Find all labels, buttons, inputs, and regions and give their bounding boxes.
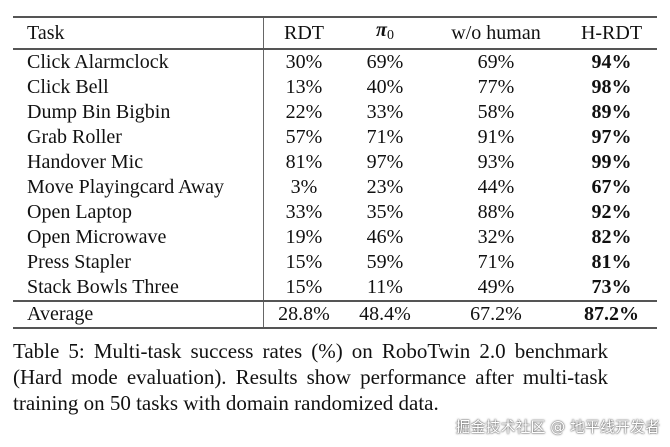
watermark: 掘金技术社区 @ 地平线开发者 xyxy=(455,418,660,436)
pi0-cell: 35% xyxy=(366,201,404,223)
pi0-cell: 71% xyxy=(366,126,404,148)
header-row: Task RDT π0 w/o human H-RDT xyxy=(13,17,657,49)
pi0-cell: 40% xyxy=(366,76,404,98)
average-row: Average 28.8% 48.4% 67.2% 87.2% xyxy=(13,301,657,328)
table-row: Handover Mic 81% 97% 93% 99% xyxy=(13,150,657,175)
table-row: Press Stapler 15% 59% 71% 81% xyxy=(13,250,657,275)
wo-human-cell: 58% xyxy=(477,101,515,123)
rdt-cell: 15% xyxy=(285,276,323,298)
rdt-cell: 81% xyxy=(285,151,323,173)
table-row: Stack Bowls Three 15% 11% 49% 73% xyxy=(13,275,657,301)
table-row: Open Microwave 19% 46% 32% 82% xyxy=(13,225,657,250)
wo-human-cell: 91% xyxy=(477,126,515,148)
hrdt-cell: 97% xyxy=(591,126,632,148)
header-task: Task xyxy=(13,17,264,49)
pi0-cell: 69% xyxy=(366,51,404,73)
pi0-cell: 48.4% xyxy=(359,303,411,325)
pi0-cell: 59% xyxy=(366,251,404,273)
rdt-cell: 15% xyxy=(285,251,323,273)
wo-human-cell: 67.2% xyxy=(470,303,522,325)
header-pi0: π0 xyxy=(344,17,426,49)
rdt-cell: 33% xyxy=(285,201,323,223)
wo-human-cell: 88% xyxy=(477,201,515,223)
results-table: Task RDT π0 w/o human H-RDT Click Alarmc… xyxy=(13,16,657,329)
task-cell: Move Playingcard Away xyxy=(13,175,264,200)
hrdt-cell: 87.2% xyxy=(584,303,639,325)
wo-human-cell: 71% xyxy=(477,251,515,273)
table-caption: Table 5: Multi-task success rates (%) on… xyxy=(13,339,608,415)
task-cell: Press Stapler xyxy=(13,250,264,275)
rdt-cell: 19% xyxy=(285,226,323,248)
pi0-cell: 11% xyxy=(367,276,403,298)
table-row: Click Bell 13% 40% 77% 98% xyxy=(13,75,657,100)
task-cell: Click Bell xyxy=(13,75,264,100)
pi0-cell: 46% xyxy=(366,226,404,248)
hrdt-cell: 89% xyxy=(591,101,632,123)
task-cell: Handover Mic xyxy=(13,150,264,175)
rdt-cell: 57% xyxy=(285,126,323,148)
rdt-cell: 28.8% xyxy=(278,303,330,325)
wo-human-cell: 69% xyxy=(477,51,515,73)
rdt-cell: 30% xyxy=(285,51,323,73)
rdt-cell: 13% xyxy=(285,76,323,98)
hrdt-cell: 73% xyxy=(591,276,632,298)
pi0-cell: 23% xyxy=(366,176,404,198)
pi0-cell: 33% xyxy=(366,101,404,123)
task-cell: Average xyxy=(13,301,264,328)
wo-human-cell: 93% xyxy=(477,151,515,173)
table-row: Dump Bin Bigbin 22% 33% 58% 89% xyxy=(13,100,657,125)
hrdt-cell: 98% xyxy=(591,76,632,98)
table-row: Move Playingcard Away 3% 23% 44% 67% xyxy=(13,175,657,200)
wo-human-cell: 77% xyxy=(477,76,515,98)
hrdt-cell: 82% xyxy=(591,226,632,248)
wo-human-cell: 49% xyxy=(477,276,515,298)
task-cell: Open Laptop xyxy=(13,200,264,225)
task-cell: Click Alarmclock xyxy=(13,49,264,75)
table-row: Click Alarmclock 30% 69% 69% 94% xyxy=(13,49,657,75)
hrdt-cell: 94% xyxy=(591,51,632,73)
table-row: Open Laptop 33% 35% 88% 92% xyxy=(13,200,657,225)
task-cell: Grab Roller xyxy=(13,125,264,150)
table-row: Grab Roller 57% 71% 91% 97% xyxy=(13,125,657,150)
header-hrdt: H-RDT xyxy=(580,21,643,44)
hrdt-cell: 81% xyxy=(591,251,632,273)
rdt-cell: 3% xyxy=(290,176,318,198)
pi0-cell: 97% xyxy=(366,151,404,173)
task-cell: Dump Bin Bigbin xyxy=(13,100,264,125)
hrdt-cell: 92% xyxy=(591,201,632,223)
task-cell: Open Microwave xyxy=(13,225,264,250)
pi-symbol: π xyxy=(376,19,387,41)
wo-human-cell: 44% xyxy=(477,176,515,198)
header-wo-human: w/o human xyxy=(451,21,541,44)
wo-human-cell: 32% xyxy=(477,226,515,248)
header-rdt: RDT xyxy=(284,21,324,44)
task-cell: Stack Bowls Three xyxy=(13,275,264,301)
rdt-cell: 22% xyxy=(285,101,323,123)
hrdt-cell: 99% xyxy=(591,151,632,173)
hrdt-cell: 67% xyxy=(591,176,632,198)
pi-subscript: 0 xyxy=(386,28,394,43)
